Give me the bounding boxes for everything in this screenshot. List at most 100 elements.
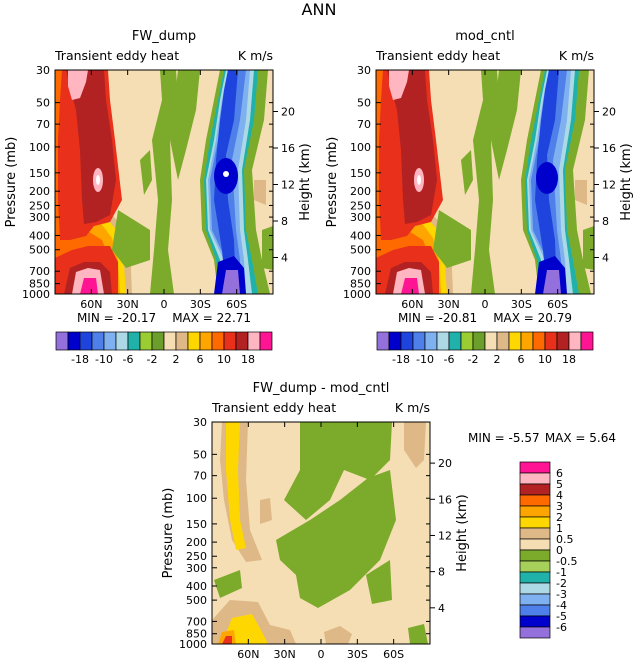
y-tick-label: 700 <box>350 265 371 278</box>
contour-darkblue-spot <box>536 162 558 194</box>
contour-magenta-surface <box>401 278 419 294</box>
min-value: MIN = -20.81 <box>398 311 477 325</box>
colorbar-label: 2 <box>173 353 180 366</box>
colorbar-label: 18 <box>562 353 576 366</box>
contour-green-blob-3 <box>170 70 200 180</box>
contour-tan-blob <box>254 180 266 205</box>
colorbar-cell <box>519 538 551 551</box>
colorbar-cell <box>388 331 402 351</box>
colorbar-label: -3 <box>556 588 567 601</box>
colorbar-cell <box>211 331 225 351</box>
field-label: Transient eddy heat <box>54 48 179 63</box>
contour-green-strip <box>150 70 178 294</box>
y-tick-label: 300 <box>186 562 207 575</box>
colorbar-cell <box>519 516 551 529</box>
contour-magenta-surface <box>80 278 98 294</box>
y-tick-label: 400 <box>350 229 371 242</box>
colorbar-cell <box>151 331 165 351</box>
height-tick-label: 12 <box>602 178 616 191</box>
colorbar-cell <box>127 331 141 351</box>
y-tick-label: 150 <box>29 167 50 180</box>
y-tick-label: 200 <box>29 185 50 198</box>
colorbar-cell <box>519 615 551 628</box>
colorbar-label: -0.5 <box>556 555 577 568</box>
colorbar-cell <box>247 331 261 351</box>
x-tick-label: 30N <box>274 648 296 661</box>
y-tick-label: 700 <box>186 615 207 628</box>
x-tick-label: 60N <box>80 298 102 311</box>
y-tick-label: 400 <box>29 229 50 242</box>
colorbar-label: 6 <box>197 353 204 366</box>
max-label: MAX = 5.64 <box>545 431 616 445</box>
x-tick-label: 60N <box>401 298 423 311</box>
colorbar-label: -4 <box>556 599 567 612</box>
contour-white-spot <box>417 175 421 185</box>
figure-title: ANN <box>302 0 337 19</box>
y-axis-label-right: Height (km) <box>455 494 470 571</box>
x-tick-label: 30S <box>190 298 211 311</box>
colorbar-cell <box>519 472 551 485</box>
contour-red-surface <box>222 636 232 644</box>
y-tick-label: 250 <box>29 199 50 212</box>
colorbar-cell <box>175 331 189 351</box>
colorbar-label: -2 <box>468 353 479 366</box>
contour-tan-blob <box>260 498 272 524</box>
axes: 305070100150200250300400500700850100060N… <box>4 64 313 311</box>
contour-pink-core <box>68 70 88 100</box>
colorbar-cell <box>412 331 426 351</box>
colorbar-label: 18 <box>241 353 255 366</box>
contour-fill <box>55 70 273 294</box>
contour-pink-core <box>389 70 409 100</box>
axes: 305070100150200250300400500700850100060N… <box>161 416 470 661</box>
y-tick-label: 100 <box>350 141 371 154</box>
contour-green-blob-1 <box>461 150 473 195</box>
y-tick-label: 70 <box>357 118 371 131</box>
colorbar-cell <box>103 331 117 351</box>
colorbar-cell <box>448 331 462 351</box>
colorbar-label: 10 <box>538 353 552 366</box>
y-axis-label-right: Height (km) <box>619 143 634 220</box>
y-tick-label: 150 <box>350 167 371 180</box>
y-tick-label: 200 <box>350 185 371 198</box>
colorbar-cell <box>139 331 153 351</box>
colorbar-cell <box>91 331 105 351</box>
colorbar-label: 2 <box>556 511 563 524</box>
y-tick-label: 850 <box>350 278 371 291</box>
contour-yellow-core <box>226 422 246 550</box>
colorbar-cell <box>519 461 551 474</box>
contour-green-top <box>284 422 392 520</box>
contour-white-spot <box>223 171 229 177</box>
colorbar-cell <box>519 527 551 540</box>
y-tick-label: 30 <box>193 416 207 429</box>
y-tick-label: 250 <box>186 550 207 563</box>
contour-tan-right <box>404 422 426 468</box>
y-tick-label: 1000 <box>22 288 50 301</box>
colorbar-cell <box>519 582 551 595</box>
colorbar-label: 6 <box>518 353 525 366</box>
contour-green-left <box>214 570 242 598</box>
colorbar-label: -5 <box>556 610 567 623</box>
colorbar-cell <box>519 560 551 573</box>
contour-green-blob-2 <box>112 210 150 268</box>
y-tick-label: 100 <box>186 492 207 505</box>
colorbar-cell <box>519 505 551 518</box>
y-tick-label: 250 <box>350 199 371 212</box>
y-tick-label: 150 <box>186 518 207 531</box>
colorbar-cell <box>460 331 474 351</box>
colorbar-label: -18 <box>71 353 89 366</box>
height-tick-label: 8 <box>438 566 445 579</box>
contour-purple-surface <box>543 270 561 294</box>
y-tick-label: 1000 <box>343 288 371 301</box>
height-tick-label: 20 <box>281 105 295 118</box>
contour-green-blob-3 <box>491 70 521 180</box>
height-tick-label: 16 <box>438 493 452 506</box>
colorbar-cell <box>259 331 273 351</box>
y-tick-label: 850 <box>186 628 207 641</box>
colorbar-label: -10 <box>416 353 434 366</box>
colorbar-cell <box>199 331 213 351</box>
colorbar: -18 -10 -6 -2 2 6 10 18 <box>376 331 594 366</box>
height-tick-label: 8 <box>281 215 288 228</box>
contour-fill <box>212 422 430 644</box>
y-tick-label: 700 <box>29 265 50 278</box>
